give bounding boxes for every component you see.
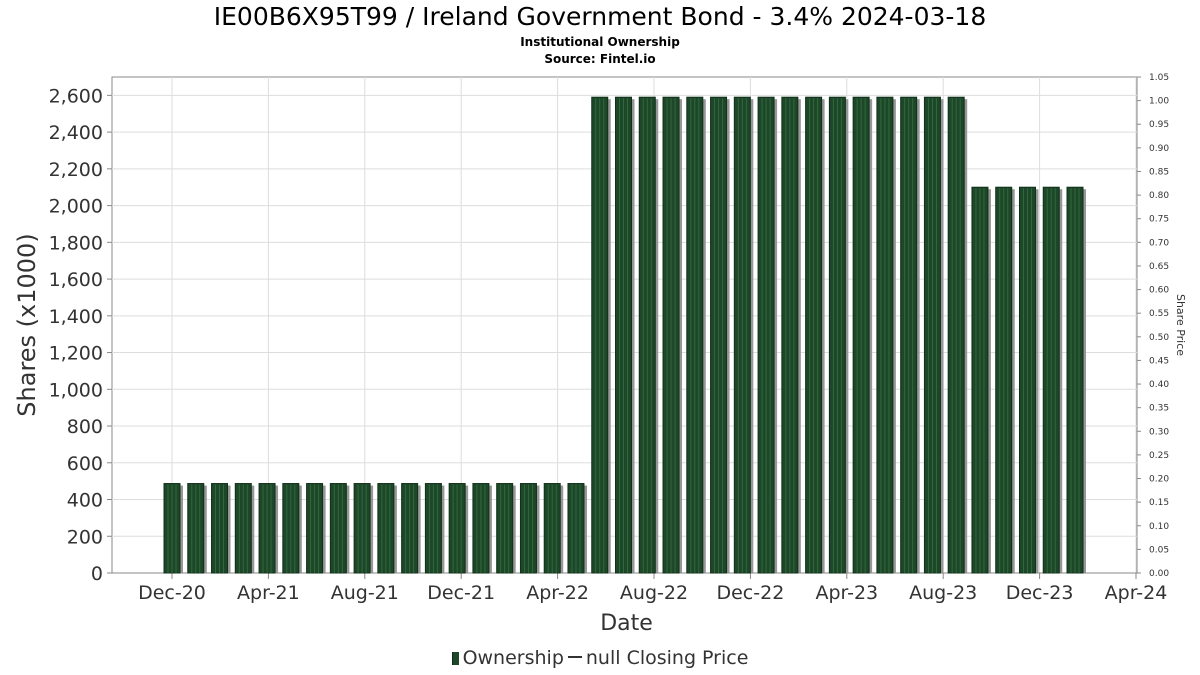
bar-group xyxy=(591,96,611,574)
y2-tick-label: 0.85 xyxy=(1149,167,1169,177)
y-tick-label: 600 xyxy=(67,453,103,475)
y2-tick-label: 0.50 xyxy=(1149,333,1169,343)
y2-tick-label: 0.80 xyxy=(1149,191,1169,201)
bar-group xyxy=(187,483,207,574)
chart-subtitle-source: Source: Fintel.io xyxy=(544,52,656,66)
y2-tick-label: 0.70 xyxy=(1149,238,1169,248)
bar-group xyxy=(472,483,492,574)
y-tick-label: 200 xyxy=(67,526,103,548)
y2-tick-label: 1.05 xyxy=(1149,73,1169,83)
bar-group xyxy=(401,483,421,574)
x-tick-label: Aug-22 xyxy=(620,582,688,604)
x-tick-label: Dec-23 xyxy=(1006,582,1074,604)
ownership-legend-label: Ownership xyxy=(462,647,564,669)
x-tick-label: Dec-21 xyxy=(427,582,495,604)
y-tick-label: 1,400 xyxy=(49,306,103,328)
bar-group xyxy=(448,483,469,574)
bar-group xyxy=(258,483,279,574)
y-tick-label: 400 xyxy=(67,490,103,512)
y2-axis-title: Share Price xyxy=(1174,294,1187,356)
bar-group xyxy=(852,96,873,574)
y-tick-label: 1,200 xyxy=(49,343,103,365)
price-legend-line xyxy=(567,656,582,658)
bar-group xyxy=(1066,186,1087,574)
y-tick-label: 2,000 xyxy=(49,196,103,218)
y2-tick-label: 0.65 xyxy=(1149,262,1169,272)
bar-group xyxy=(995,186,1015,574)
bar-group xyxy=(543,483,564,574)
y2-tick-label: 1.00 xyxy=(1149,97,1169,107)
y2-tick-label: 0.40 xyxy=(1149,380,1169,390)
x-axis-title: Date xyxy=(600,611,653,636)
bar-group xyxy=(947,96,968,574)
bar-group xyxy=(900,96,920,574)
y-tick-label: 1,600 xyxy=(49,269,103,291)
bar-group xyxy=(781,96,801,574)
bar-group xyxy=(519,483,540,574)
bar-group xyxy=(424,483,445,574)
ownership-legend-swatch xyxy=(451,652,459,665)
bar-group xyxy=(757,96,778,574)
x-tick-label: Apr-23 xyxy=(815,582,878,604)
bar-group xyxy=(234,483,255,574)
y2-tick-label: 0.20 xyxy=(1149,475,1169,485)
bar-group xyxy=(211,483,231,574)
bar-group xyxy=(567,483,587,574)
y2-tick-label: 0.55 xyxy=(1149,309,1169,319)
y-tick-label: 2,200 xyxy=(49,159,103,181)
y2-tick-label: 0.60 xyxy=(1149,286,1169,296)
bar-group xyxy=(282,483,302,574)
bar-group xyxy=(710,96,730,574)
y-axis-title: Shares (x1000) xyxy=(13,233,41,416)
x-tick-label: Aug-21 xyxy=(331,582,399,604)
bar-group xyxy=(329,483,350,574)
bar-group xyxy=(876,96,896,574)
y2-tick-label: 0.15 xyxy=(1149,498,1169,508)
y2-tick-label: 0.25 xyxy=(1149,451,1169,461)
chart-subtitle-ownership: Institutional Ownership xyxy=(520,35,680,49)
bar-group xyxy=(615,96,635,574)
y2-tick-label: 0.90 xyxy=(1149,144,1169,154)
y-tick-label: 2,400 xyxy=(49,122,103,144)
bar-group xyxy=(163,483,183,574)
bar-group xyxy=(828,96,849,574)
x-tick-label: Dec-20 xyxy=(138,582,206,604)
x-tick-label: Apr-21 xyxy=(237,582,300,604)
bar-group xyxy=(496,483,516,574)
y-tick-label: 0 xyxy=(91,563,103,585)
bar-group xyxy=(353,483,374,574)
bar-group xyxy=(306,483,326,574)
x-tick-label: Aug-23 xyxy=(909,582,977,604)
y2-tick-label: 0.30 xyxy=(1149,427,1169,437)
bar-group xyxy=(971,186,991,574)
bar-group xyxy=(662,96,683,574)
bar-group xyxy=(733,96,754,574)
y-tick-label: 2,600 xyxy=(49,85,103,107)
y-tick-label: 1,800 xyxy=(49,232,103,254)
y2-tick-label: 0.00 xyxy=(1149,569,1169,579)
y2-tick-label: 0.95 xyxy=(1149,120,1169,130)
chart-legend: Ownership null Closing Price xyxy=(0,647,1200,669)
y-tick-label: 800 xyxy=(67,416,103,438)
y2-tick-label: 0.45 xyxy=(1149,356,1169,366)
price-legend-label: null Closing Price xyxy=(585,647,749,669)
y2-tick-label: 0.75 xyxy=(1149,215,1169,225)
bar-group xyxy=(638,96,659,574)
y2-tick-label: 0.10 xyxy=(1149,522,1169,532)
bar-group xyxy=(1042,186,1063,574)
y2-tick-label: 0.05 xyxy=(1149,545,1169,555)
x-tick-label: Dec-22 xyxy=(716,582,784,604)
x-tick-label: Apr-24 xyxy=(1105,582,1168,604)
bar-group xyxy=(923,96,944,574)
bar-group xyxy=(1018,186,1039,574)
chart-title: IE00B6X95T99 / Ireland Government Bond -… xyxy=(213,2,987,31)
x-tick-label: Apr-22 xyxy=(526,582,589,604)
bar-group xyxy=(805,96,825,574)
y-tick-label: 1,000 xyxy=(49,379,103,401)
bar-group xyxy=(686,96,706,574)
bar-group xyxy=(377,483,397,574)
y2-tick-label: 0.35 xyxy=(1149,404,1169,414)
